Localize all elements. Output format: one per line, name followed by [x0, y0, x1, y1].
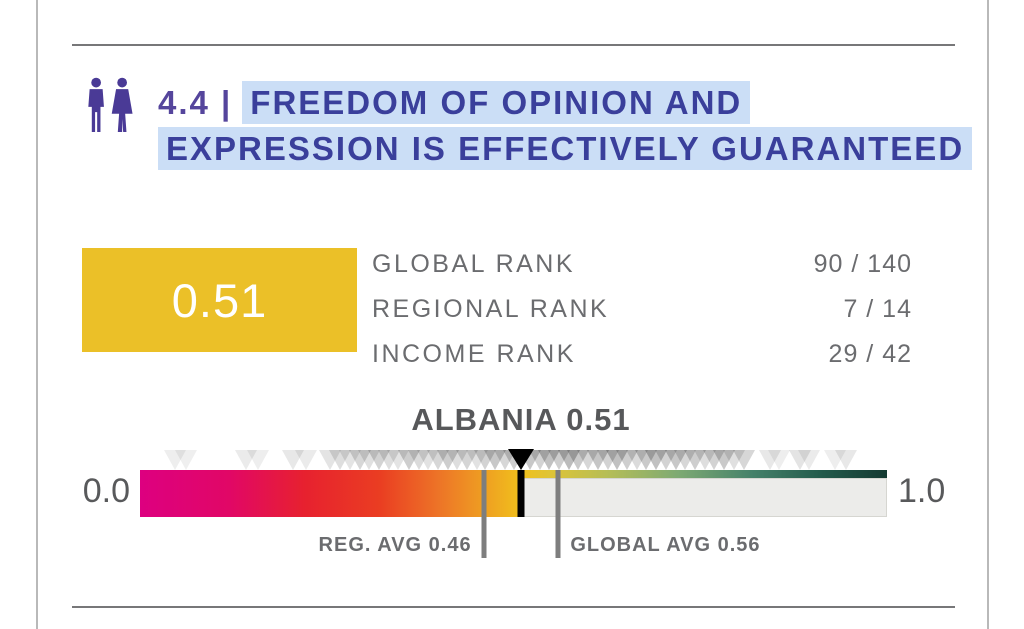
country-distribution-triangle-icon	[577, 450, 600, 470]
country-marker	[517, 470, 525, 517]
country-distribution-triangle-icon	[446, 450, 469, 470]
country-distribution-triangle-icon	[693, 450, 716, 470]
distribution-layer	[140, 448, 887, 470]
score-gauge: ALBANIA 0.51 REG. AVG 0.46 GLOBAL AVG 0.…	[140, 402, 887, 563]
rank-label: REGIONAL RANK	[372, 295, 610, 323]
country-distribution-triangle-icon	[557, 450, 580, 470]
country-distribution-triangle-icon	[338, 450, 361, 470]
right-column-divider	[987, 0, 989, 629]
axis-max-label: 1.0	[898, 472, 946, 510]
country-distribution-triangle-icon	[713, 450, 736, 470]
country-distribution-triangle-icon	[823, 450, 846, 470]
country-marker-triangle-icon	[507, 449, 534, 470]
rank-value: 7 / 14	[843, 295, 912, 323]
rank-value: 90 / 140	[813, 250, 912, 278]
regional-rank-row: REGIONAL RANK 7 / 14	[372, 287, 912, 332]
country-score-title: ALBANIA 0.51	[411, 402, 631, 437]
country-distribution-triangle-icon	[318, 450, 341, 470]
country-distribution-triangle-icon	[465, 450, 488, 470]
country-distribution-triangle-icon	[474, 450, 497, 470]
country-distribution-triangle-icon	[732, 450, 755, 470]
country-distribution-triangle-icon	[368, 450, 391, 470]
country-distribution-triangle-icon	[397, 450, 420, 470]
country-distribution-triangle-icon	[616, 450, 639, 470]
bottom-rule	[72, 606, 955, 608]
rank-label: INCOME RANK	[372, 340, 576, 368]
country-distribution-triangle-icon	[684, 450, 707, 470]
country-distribution-triangle-icon	[175, 450, 198, 470]
country-distribution-triangle-icon	[722, 450, 745, 470]
country-distribution-triangle-icon	[387, 450, 410, 470]
axis-min-label: 0.0	[82, 472, 130, 510]
regional-avg-label: REG. AVG 0.46	[318, 534, 472, 556]
country-distribution-triangle-icon	[788, 450, 811, 470]
top-rule	[72, 44, 955, 46]
country-distribution-triangle-icon	[768, 450, 791, 470]
country-distribution-triangle-icon	[377, 450, 400, 470]
country-distribution-triangle-icon	[436, 450, 459, 470]
section-number: 4.4 |	[158, 84, 233, 121]
country-distribution-triangle-icon	[282, 450, 305, 470]
regional-avg-marker	[481, 470, 487, 558]
country-distribution-triangle-icon	[164, 450, 187, 470]
income-rank-row: INCOME RANK 29 / 42	[372, 332, 912, 377]
score-value: 0.51	[171, 273, 268, 327]
country-distribution-triangle-icon	[703, 450, 726, 470]
global-avg-label: GLOBAL AVG 0.56	[570, 534, 761, 556]
country-distribution-triangle-icon	[456, 450, 479, 470]
country-distribution-triangle-icon	[664, 450, 687, 470]
country-distribution-triangle-icon	[834, 450, 857, 470]
rank-list: GLOBAL RANK 90 / 140 REGIONAL RANK 7 / 1…	[372, 242, 912, 377]
country-distribution-triangle-icon	[528, 450, 551, 470]
country-distribution-triangle-icon	[235, 450, 258, 470]
country-distribution-triangle-icon	[798, 450, 821, 470]
country-distribution-triangle-icon	[329, 450, 352, 470]
country-distribution-triangle-icon	[674, 450, 697, 470]
country-distribution-triangle-icon	[596, 450, 619, 470]
man-woman-people-icon	[88, 77, 133, 132]
section-title-line2: EXPRESSION IS EFFECTIVELY GUARANTEED	[158, 126, 973, 172]
global-rank-row: GLOBAL RANK 90 / 140	[372, 242, 912, 287]
country-distribution-triangle-icon	[247, 450, 270, 470]
country-distribution-triangle-icon	[645, 450, 668, 470]
global-avg-marker	[555, 470, 561, 558]
score-bar-unfilled	[520, 478, 887, 517]
section-title-highlight-1: FREEDOM OF OPINION AND	[242, 81, 751, 124]
country-distribution-triangle-icon	[427, 450, 450, 470]
country-distribution-triangle-icon	[625, 450, 648, 470]
country-distribution-triangle-icon	[294, 450, 317, 470]
country-distribution-triangle-icon	[348, 450, 371, 470]
country-distribution-triangle-icon	[407, 450, 430, 470]
section-header: 4.4 | FREEDOM OF OPINION AND EXPRESSION I…	[158, 80, 973, 172]
country-distribution-triangle-icon	[358, 450, 381, 470]
score-box: 0.51	[82, 248, 357, 352]
left-column-divider	[36, 0, 38, 629]
country-distribution-triangle-icon	[654, 450, 677, 470]
country-distribution-triangle-icon	[758, 450, 781, 470]
country-distribution-triangle-icon	[483, 450, 506, 470]
country-distribution-triangle-icon	[586, 450, 609, 470]
section-title-line1: 4.4 | FREEDOM OF OPINION AND	[158, 80, 972, 126]
rank-value: 29 / 42	[828, 340, 912, 368]
country-distribution-triangle-icon	[417, 450, 440, 470]
country-distribution-triangle-icon	[567, 450, 590, 470]
rank-label: GLOBAL RANK	[372, 250, 576, 278]
section-title-highlight-2: EXPRESSION IS EFFECTIVELY GUARANTEED	[158, 127, 973, 170]
country-distribution-triangle-icon	[548, 450, 571, 470]
country-distribution-triangle-icon	[606, 450, 629, 470]
country-distribution-triangle-icon	[635, 450, 658, 470]
country-distribution-triangle-icon	[538, 450, 561, 470]
score-bar	[140, 470, 887, 517]
